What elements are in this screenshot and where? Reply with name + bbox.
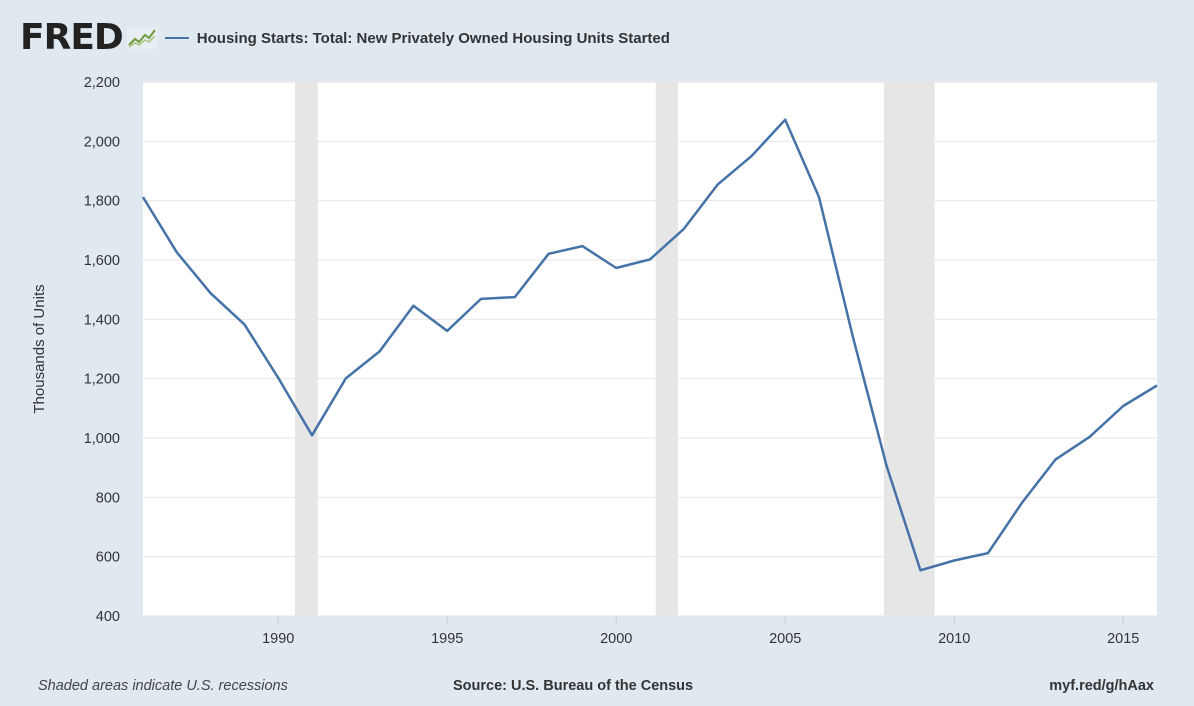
recession-note: Shaded areas indicate U.S. recessions — [38, 678, 288, 694]
x-tick-label: 1995 — [431, 631, 463, 647]
y-tick-label: 1,600 — [84, 253, 120, 269]
series-layer — [141, 118, 1158, 572]
fred-logo: FRED — [20, 17, 124, 58]
y-tick-label: 2,200 — [84, 75, 120, 91]
short-url[interactable]: myf.red/g/hAax — [1049, 678, 1154, 694]
y-tick-label: 800 — [96, 490, 120, 506]
recession-band — [295, 82, 318, 616]
y-tick-label: 1,000 — [84, 431, 120, 447]
y-tick-label: 1,200 — [84, 372, 120, 388]
x-tick-label: 2015 — [1107, 631, 1139, 647]
legend-series-label: Housing Starts: Total: New Privately Own… — [196, 29, 670, 47]
y-tick-label: 1,400 — [84, 312, 120, 328]
recession-band — [655, 82, 679, 616]
y-tick-label: 1,800 — [84, 194, 120, 210]
y-tick-label: 2,000 — [84, 134, 120, 150]
chart-header: FRED Housing Starts: Total: New Privatel… — [20, 18, 670, 58]
y-axis: 400 600 800 1,000 1,200 1,400 1,600 1,800 2,000 2… — [84, 75, 120, 625]
x-axis: 1990 1995 2000 2005 2010 2015 — [262, 616, 1139, 647]
trend-graph-icon — [126, 27, 157, 49]
y-tick-label: 400 — [96, 609, 120, 625]
x-tick-label: 2010 — [938, 631, 970, 647]
x-tick-label: 2000 — [600, 631, 632, 647]
legend-series-swatch — [164, 37, 189, 39]
recession-shading — [295, 82, 935, 616]
recession-band — [883, 82, 935, 616]
x-tick-label: 2005 — [769, 631, 801, 647]
y-tick-label: 600 — [96, 550, 120, 566]
y-axis-label: Thousands of Units — [31, 284, 48, 413]
series-line — [141, 118, 1158, 572]
x-tick-label: 1990 — [262, 631, 294, 647]
source-credit: Source: U.S. Bureau of the Census — [453, 678, 694, 694]
